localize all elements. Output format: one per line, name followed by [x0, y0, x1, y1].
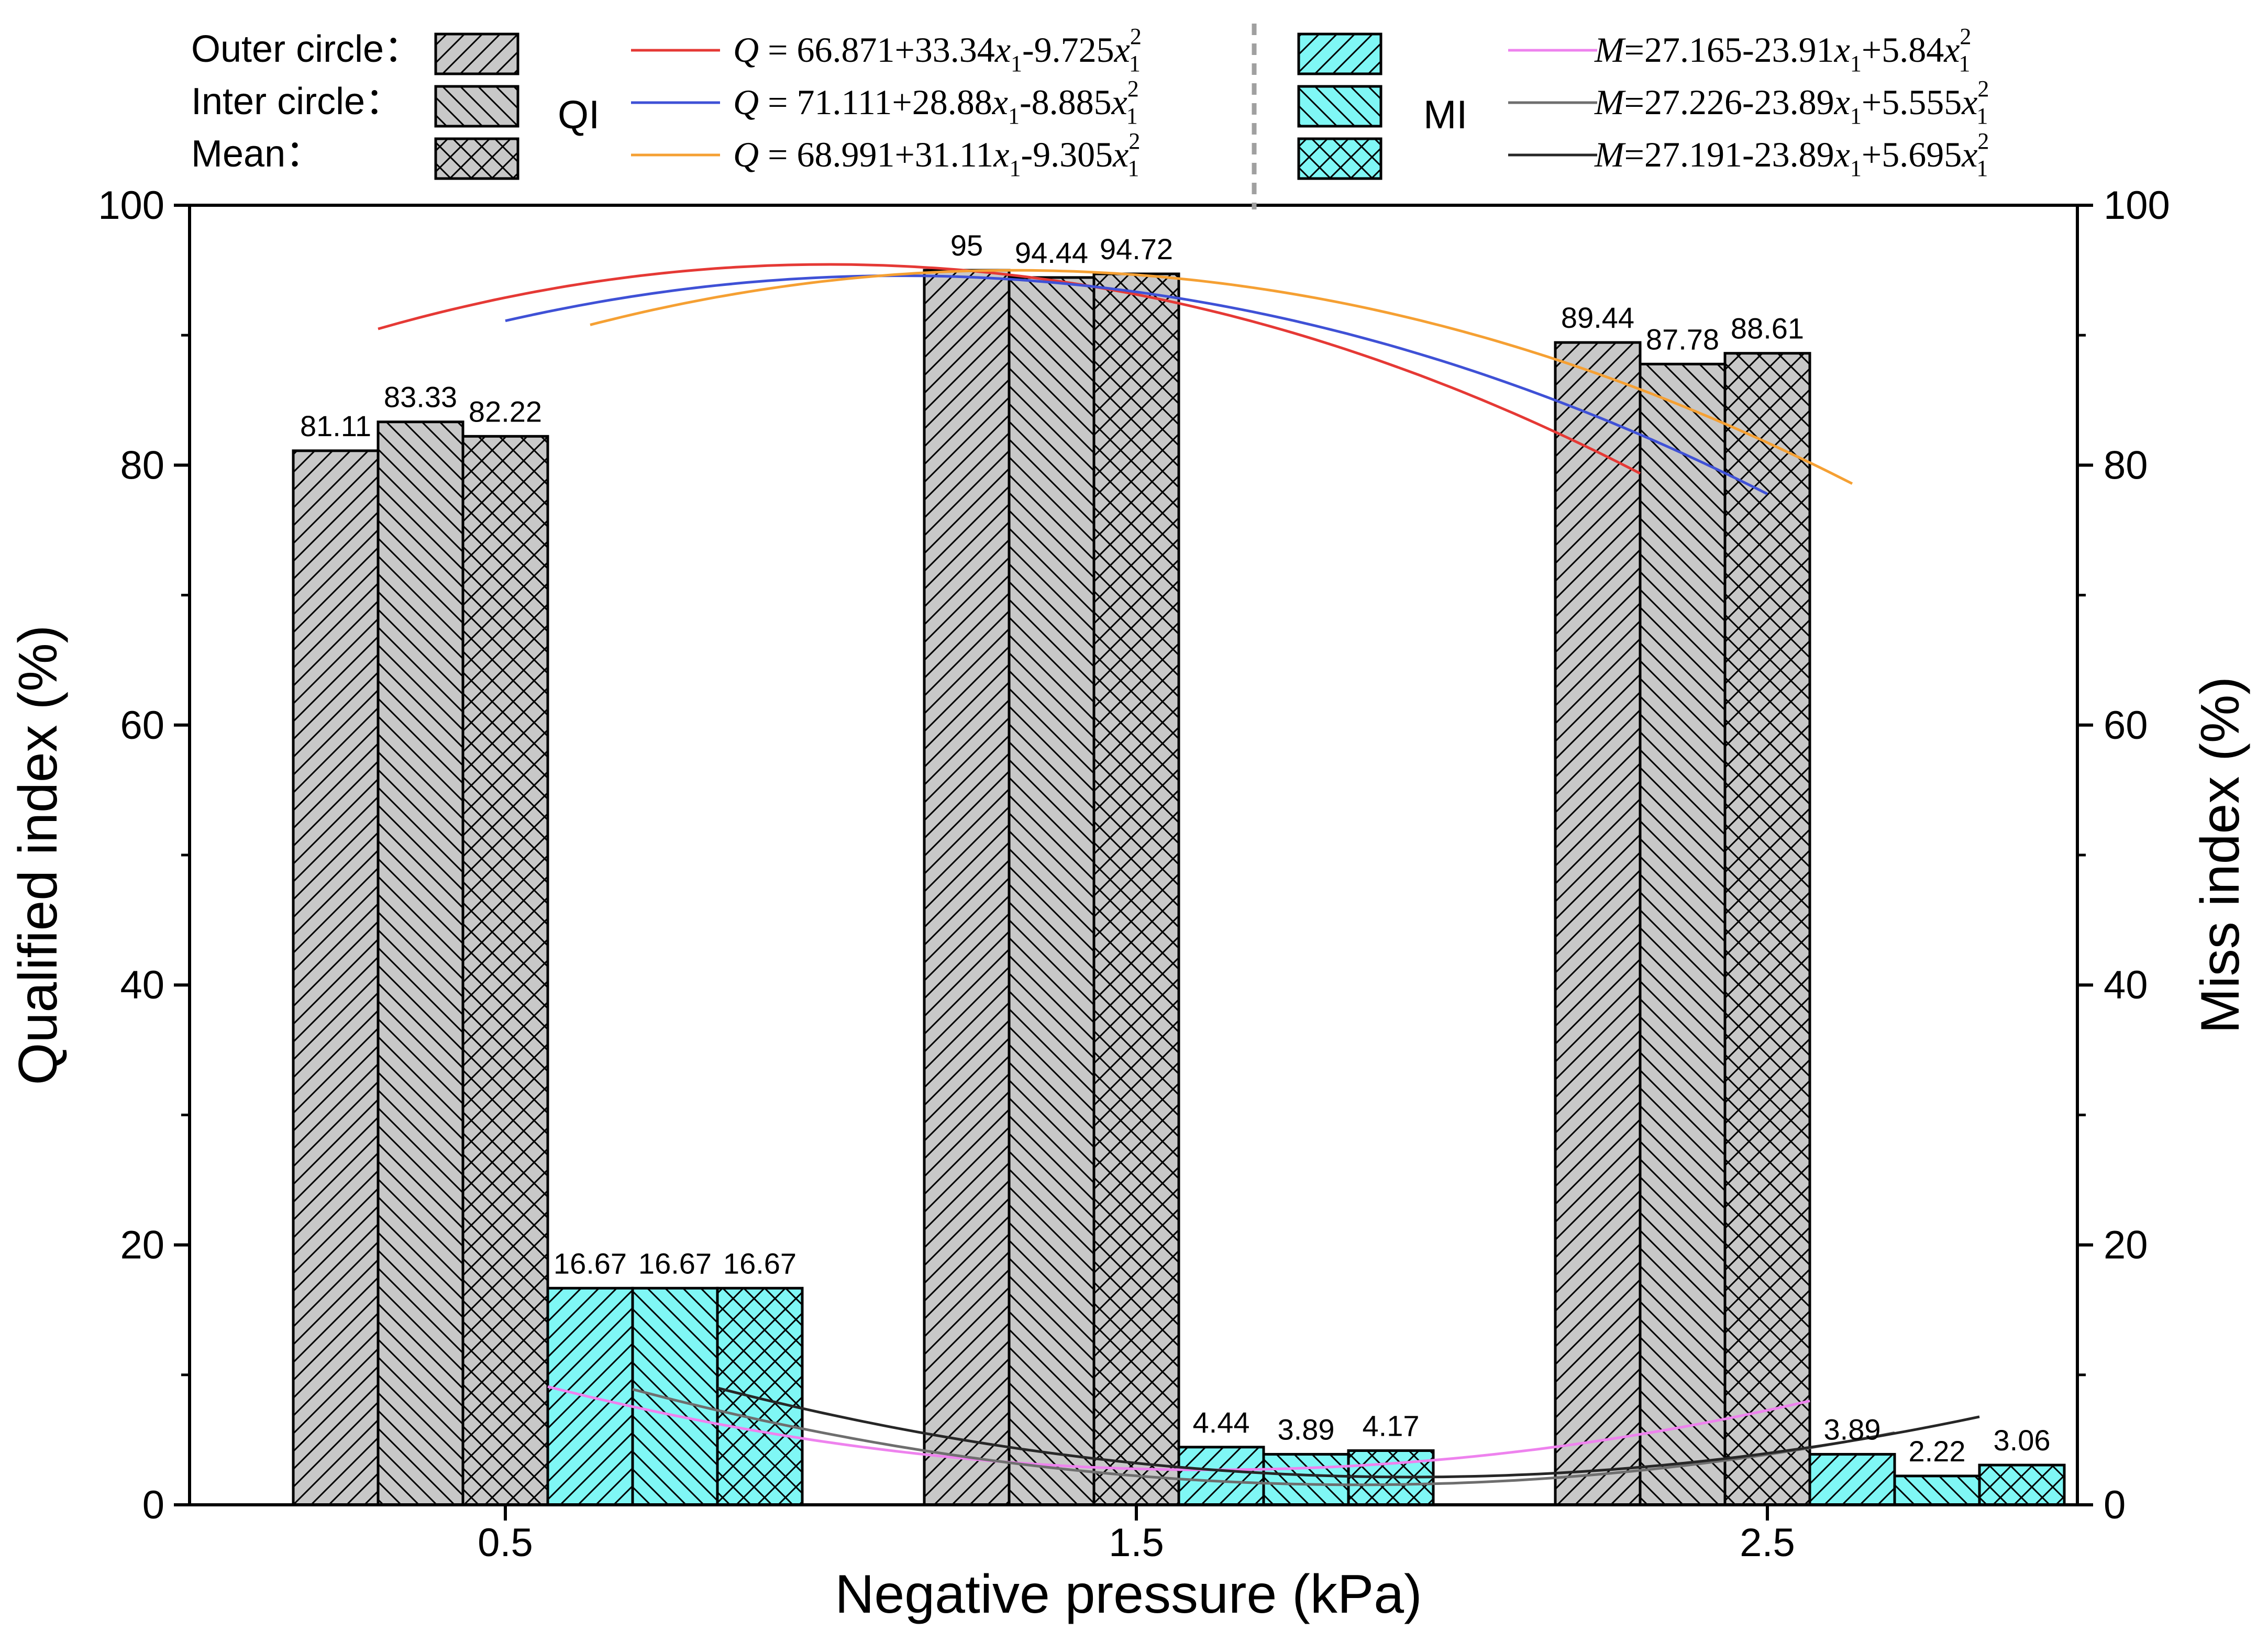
qi-inter-bar-1.5-label: 94.44	[1015, 236, 1088, 269]
mi-inter-fit-legend-equation: M=27.226-23.89x1+5.555x2 1	[1594, 76, 1989, 129]
y-tick-label-0: 0	[142, 1483, 164, 1527]
qi-mean-bar-1.5	[1092, 272, 1180, 1506]
mi-outer-fit-legend-equation: M=27.165-23.91x1+5.84x2 1	[1594, 24, 1971, 76]
mi-mean-bar-0.5-label: 16.67	[723, 1247, 796, 1280]
mi-outer-bar-1.5	[1177, 1446, 1265, 1506]
mi-inter-bar-2.5	[1893, 1474, 1981, 1506]
mi-mean-bar-2.5	[1978, 1463, 2066, 1506]
y-tick-label-80: 80	[120, 443, 164, 487]
x-axis-title: Negative pressure (kPa)	[835, 1564, 1422, 1625]
qi-mean-fit-curve	[590, 269, 1853, 485]
mi-mean-bar-1.5-label: 4.17	[1363, 1410, 1420, 1443]
legend-mi-mean-swatch	[1297, 137, 1382, 180]
mi-inter-fit-curve	[632, 1388, 1895, 1486]
legend-fit-equations: Q = 66.871+33.34x1-9.725x2 1Q = 71.111+28…	[631, 24, 1989, 181]
qi-outer-bar-2.5	[1554, 341, 1642, 1506]
y2-axis-title: Miss index (%)	[2190, 676, 2251, 1034]
y-tick-label-40: 40	[120, 963, 164, 1007]
mi-outer-fit-curve	[547, 1385, 1810, 1471]
mi-bars	[546, 1286, 2066, 1506]
y2-tick-label-0: 0	[2104, 1483, 2126, 1527]
qi-inter-bar-2.5	[1639, 362, 1727, 1506]
legend-row-outer: Outer circle：	[191, 28, 422, 70]
mi-inter-bar-0.5	[631, 1286, 719, 1506]
axis-ticks: 0 20 40 60 80 100 0 20 40 60 80 100 0.5 1.5 2.5	[98, 183, 2170, 1565]
qi-mean-bar-2.5	[1723, 352, 1811, 1506]
qi-inter-bar-0.5	[377, 420, 464, 1506]
legend-mi-inter-swatch	[1297, 85, 1382, 128]
qi-inter-bar-2.5-label: 87.78	[1646, 323, 1719, 356]
qi-bars	[292, 269, 1811, 1506]
qi-mean-bar-2.5-label: 88.61	[1731, 312, 1804, 345]
mi-mean-bar-2.5-label: 3.06	[1994, 1424, 2051, 1457]
mi-mean-fit-curve	[717, 1386, 1980, 1479]
mi-outer-bar-1.5-label: 4.44	[1193, 1406, 1250, 1439]
legend: Outer circle： Inter circle： Mean： QI MI …	[191, 24, 1989, 209]
y2-tick-label-80: 80	[2104, 443, 2148, 487]
legend-qi-outer-swatch	[434, 32, 519, 75]
legend-swatches	[434, 32, 1382, 180]
legend-mi-outer-swatch	[1297, 32, 1382, 75]
legend-row-inter: Inter circle：	[191, 81, 403, 123]
qi-outer-bar-2.5-label: 89.44	[1561, 301, 1634, 334]
qi-inter-fit-legend-equation: Q = 71.111+28.88x1-8.885x2 1	[733, 76, 1139, 129]
mi-outer-bar-0.5-label: 16.67	[554, 1247, 627, 1280]
qi-outer-fit-legend-equation: Q = 66.871+33.34x1-9.725x2 1	[733, 24, 1142, 76]
qi-outer-bar-1.5	[923, 269, 1011, 1506]
qi-inter-bar-1.5	[1008, 276, 1096, 1506]
mi-inter-bar-1.5-label: 3.89	[1278, 1413, 1335, 1446]
fit-curves	[378, 263, 1980, 1486]
mi-mean-fit-legend-equation: M=27.191-23.89x1+5.695x2 1	[1594, 128, 1989, 181]
y2-tick-label-40: 40	[2104, 963, 2148, 1007]
legend-qi-mean-swatch	[434, 137, 519, 180]
mi-inter-bar-0.5-label: 16.67	[638, 1247, 712, 1280]
qi-inter-bar-0.5-label: 83.33	[384, 381, 457, 414]
qi-outer-bar-0.5-label: 81.11	[300, 409, 371, 442]
qi-mean-bar-0.5	[461, 435, 549, 1506]
x-tick-label-2.5: 2.5	[1740, 1521, 1795, 1565]
y2-tick-label-100: 100	[2104, 183, 2170, 228]
mi-inter-bar-1.5	[1262, 1452, 1350, 1506]
qi-outer-bar-1.5-label: 95	[950, 229, 983, 262]
y2-tick-label-20: 20	[2104, 1223, 2148, 1268]
legend-row-mean: Mean：	[191, 133, 323, 175]
y-tick-label-100: 100	[98, 183, 164, 228]
mi-mean-bar-0.5	[716, 1286, 804, 1506]
qi-mean-bar-0.5-label: 82.22	[469, 395, 542, 428]
mi-outer-bar-2.5-label: 3.89	[1824, 1413, 1881, 1446]
qi-mean-bar-1.5-label: 94.72	[1100, 232, 1173, 265]
qi-inter-fit-curve	[505, 274, 1768, 495]
mi-inter-bar-2.5-label: 2.22	[1909, 1435, 1966, 1468]
bar-value-labels: 81.11 95 89.44 83.33 94.44 87.78 82.22 94.72 88.…	[300, 229, 2050, 1468]
legend-group-mi: MI	[1423, 93, 1467, 137]
y2-tick-label-60: 60	[2104, 703, 2148, 748]
x-tick-label-0.5: 0.5	[478, 1521, 533, 1565]
legend-qi-inter-swatch	[434, 85, 519, 128]
mi-outer-bar-2.5	[1808, 1452, 1896, 1506]
x-tick-label-1.5: 1.5	[1109, 1521, 1164, 1565]
qi-mean-fit-legend-equation: Q = 68.991+31.11x1-9.305x2 1	[733, 128, 1140, 181]
y-tick-label-20: 20	[120, 1223, 164, 1268]
y-tick-label-60: 60	[120, 703, 164, 748]
qi-outer-fit-curve	[378, 263, 1641, 475]
legend-group-qi: QI	[558, 93, 600, 137]
y-axis-title: Qualified index (%)	[8, 625, 69, 1085]
qi-outer-bar-0.5	[292, 449, 380, 1506]
